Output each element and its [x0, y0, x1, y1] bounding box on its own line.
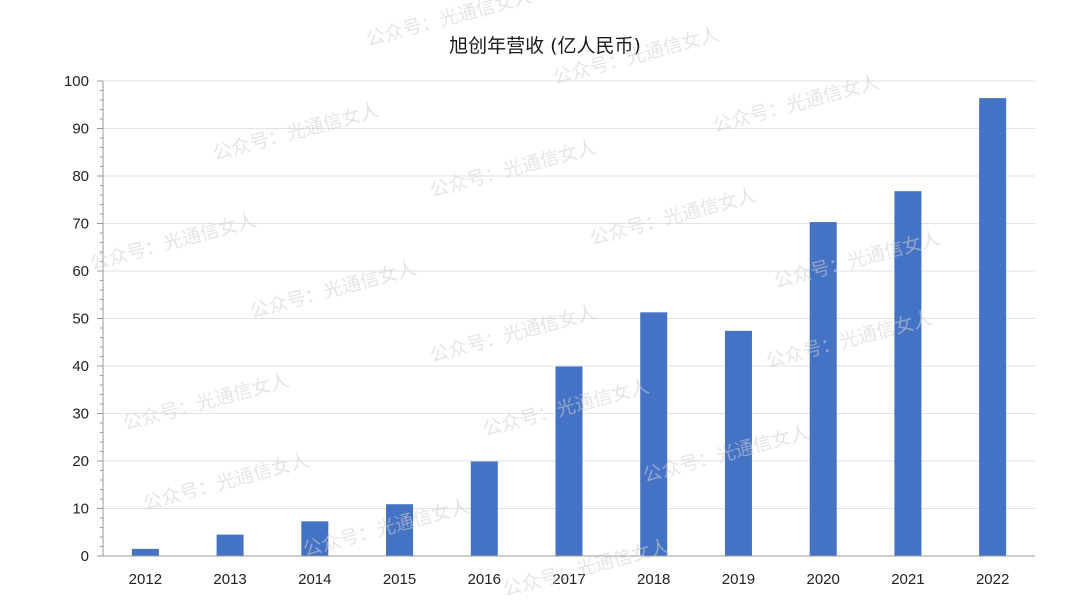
- watermark-text: 公众号：光通信女人: [88, 209, 259, 275]
- y-tick-label: 40: [72, 358, 89, 375]
- watermark-text: 公众号：光通信女人: [248, 257, 419, 323]
- y-tick-label: 30: [72, 406, 89, 423]
- watermark-text: 公众号：光通信女人: [428, 301, 599, 367]
- bar-2022: [979, 98, 1007, 556]
- watermark-text: 公众号：光通信女人: [141, 449, 312, 515]
- y-tick-label: 50: [72, 311, 89, 328]
- bar-2012: [131, 548, 159, 556]
- bar-2013: [216, 534, 244, 556]
- bar-2016: [470, 461, 498, 556]
- x-tick-label: 2021: [891, 571, 924, 588]
- watermark-text: 公众号：光通信女人: [501, 535, 672, 601]
- bar-2021: [894, 191, 922, 556]
- y-tick-label: 0: [81, 548, 89, 565]
- y-tick-label: 80: [72, 168, 89, 185]
- y-tick-label: 70: [72, 216, 89, 233]
- x-tick-label: 2016: [468, 571, 501, 588]
- watermark-text: 公众号：光通信女人: [428, 136, 599, 202]
- x-tick-label: 2017: [552, 571, 585, 588]
- x-tick-label: 2018: [637, 571, 670, 588]
- bar-2020: [809, 222, 837, 556]
- x-tick-label: 2015: [383, 571, 416, 588]
- y-tick-label: 60: [72, 263, 89, 280]
- bar-2019: [724, 330, 752, 556]
- x-tick-labels: 2012 2013 2014 2015 2016 2017 2018 2019 2020 2021…: [129, 571, 1010, 588]
- y-tick-label: 100: [64, 73, 89, 90]
- watermark-text: 公众号：光通信女人: [588, 184, 759, 250]
- bar-2015: [386, 504, 414, 556]
- watermark-text: 公众号：光通信女人: [121, 369, 292, 435]
- x-tick-label: 2022: [976, 571, 1009, 588]
- bar-2014: [301, 521, 329, 556]
- x-tick-label: 2013: [213, 571, 246, 588]
- bar-2017: [555, 366, 583, 556]
- x-tick-label: 2020: [806, 571, 839, 588]
- bars: [131, 98, 1007, 556]
- x-tick-label: 2014: [298, 571, 331, 588]
- x-tick-label: 2019: [722, 571, 755, 588]
- watermark-text: 公众号：光通信女人: [211, 99, 382, 165]
- y-tick-label: 10: [72, 501, 89, 518]
- y-tick-label: 90: [72, 121, 89, 138]
- y-tick-label: 20: [72, 453, 89, 470]
- axes: [97, 80, 1035, 557]
- bar-2018: [640, 312, 668, 556]
- x-tick-label: 2012: [129, 571, 162, 588]
- chart-title: 旭创年营收 (亿人民币): [449, 35, 641, 57]
- y-tick-labels: 0 10 20 30 40 50 60 70 80 90 100: [64, 73, 89, 565]
